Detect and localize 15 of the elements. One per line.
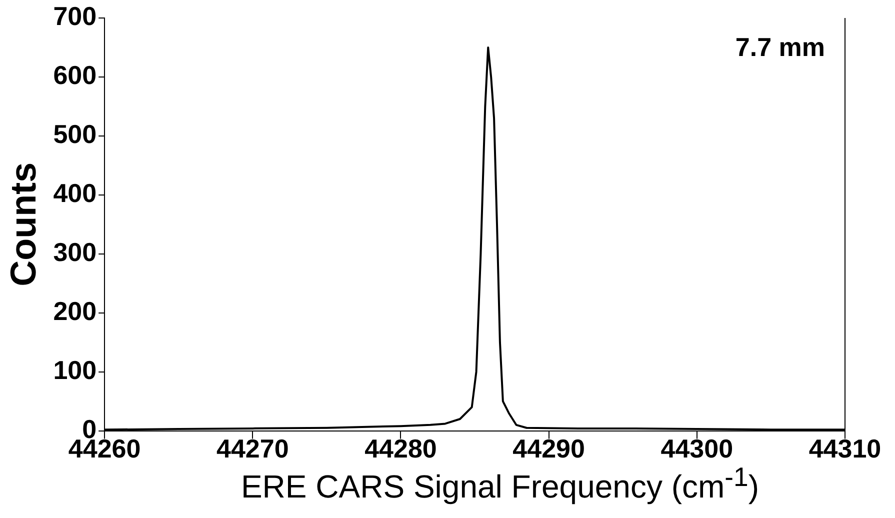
y-axis-title: Counts xyxy=(2,162,44,286)
y-tick-label: 500 xyxy=(53,119,97,150)
x-tick-label: 44300 xyxy=(660,434,734,464)
annotation: 7.7 mm xyxy=(735,32,825,62)
y-tick-label: 600 xyxy=(53,60,97,90)
x-tick-label: 44280 xyxy=(364,434,437,464)
y-tick-label: 400 xyxy=(53,178,97,208)
x-tick-label: 44310 xyxy=(808,434,882,464)
y-tick-label: 100 xyxy=(53,355,97,385)
y-tick-label: 200 xyxy=(53,296,97,326)
x-tick-label: 44290 xyxy=(512,434,585,464)
y-tick-label: 300 xyxy=(53,237,97,268)
y-tick-label: 700 xyxy=(53,1,97,32)
x-tick-label: 44270 xyxy=(216,434,289,464)
x-axis-title: ERE CARS Signal Frequency (cm$^{-1}$) xyxy=(240,462,760,506)
